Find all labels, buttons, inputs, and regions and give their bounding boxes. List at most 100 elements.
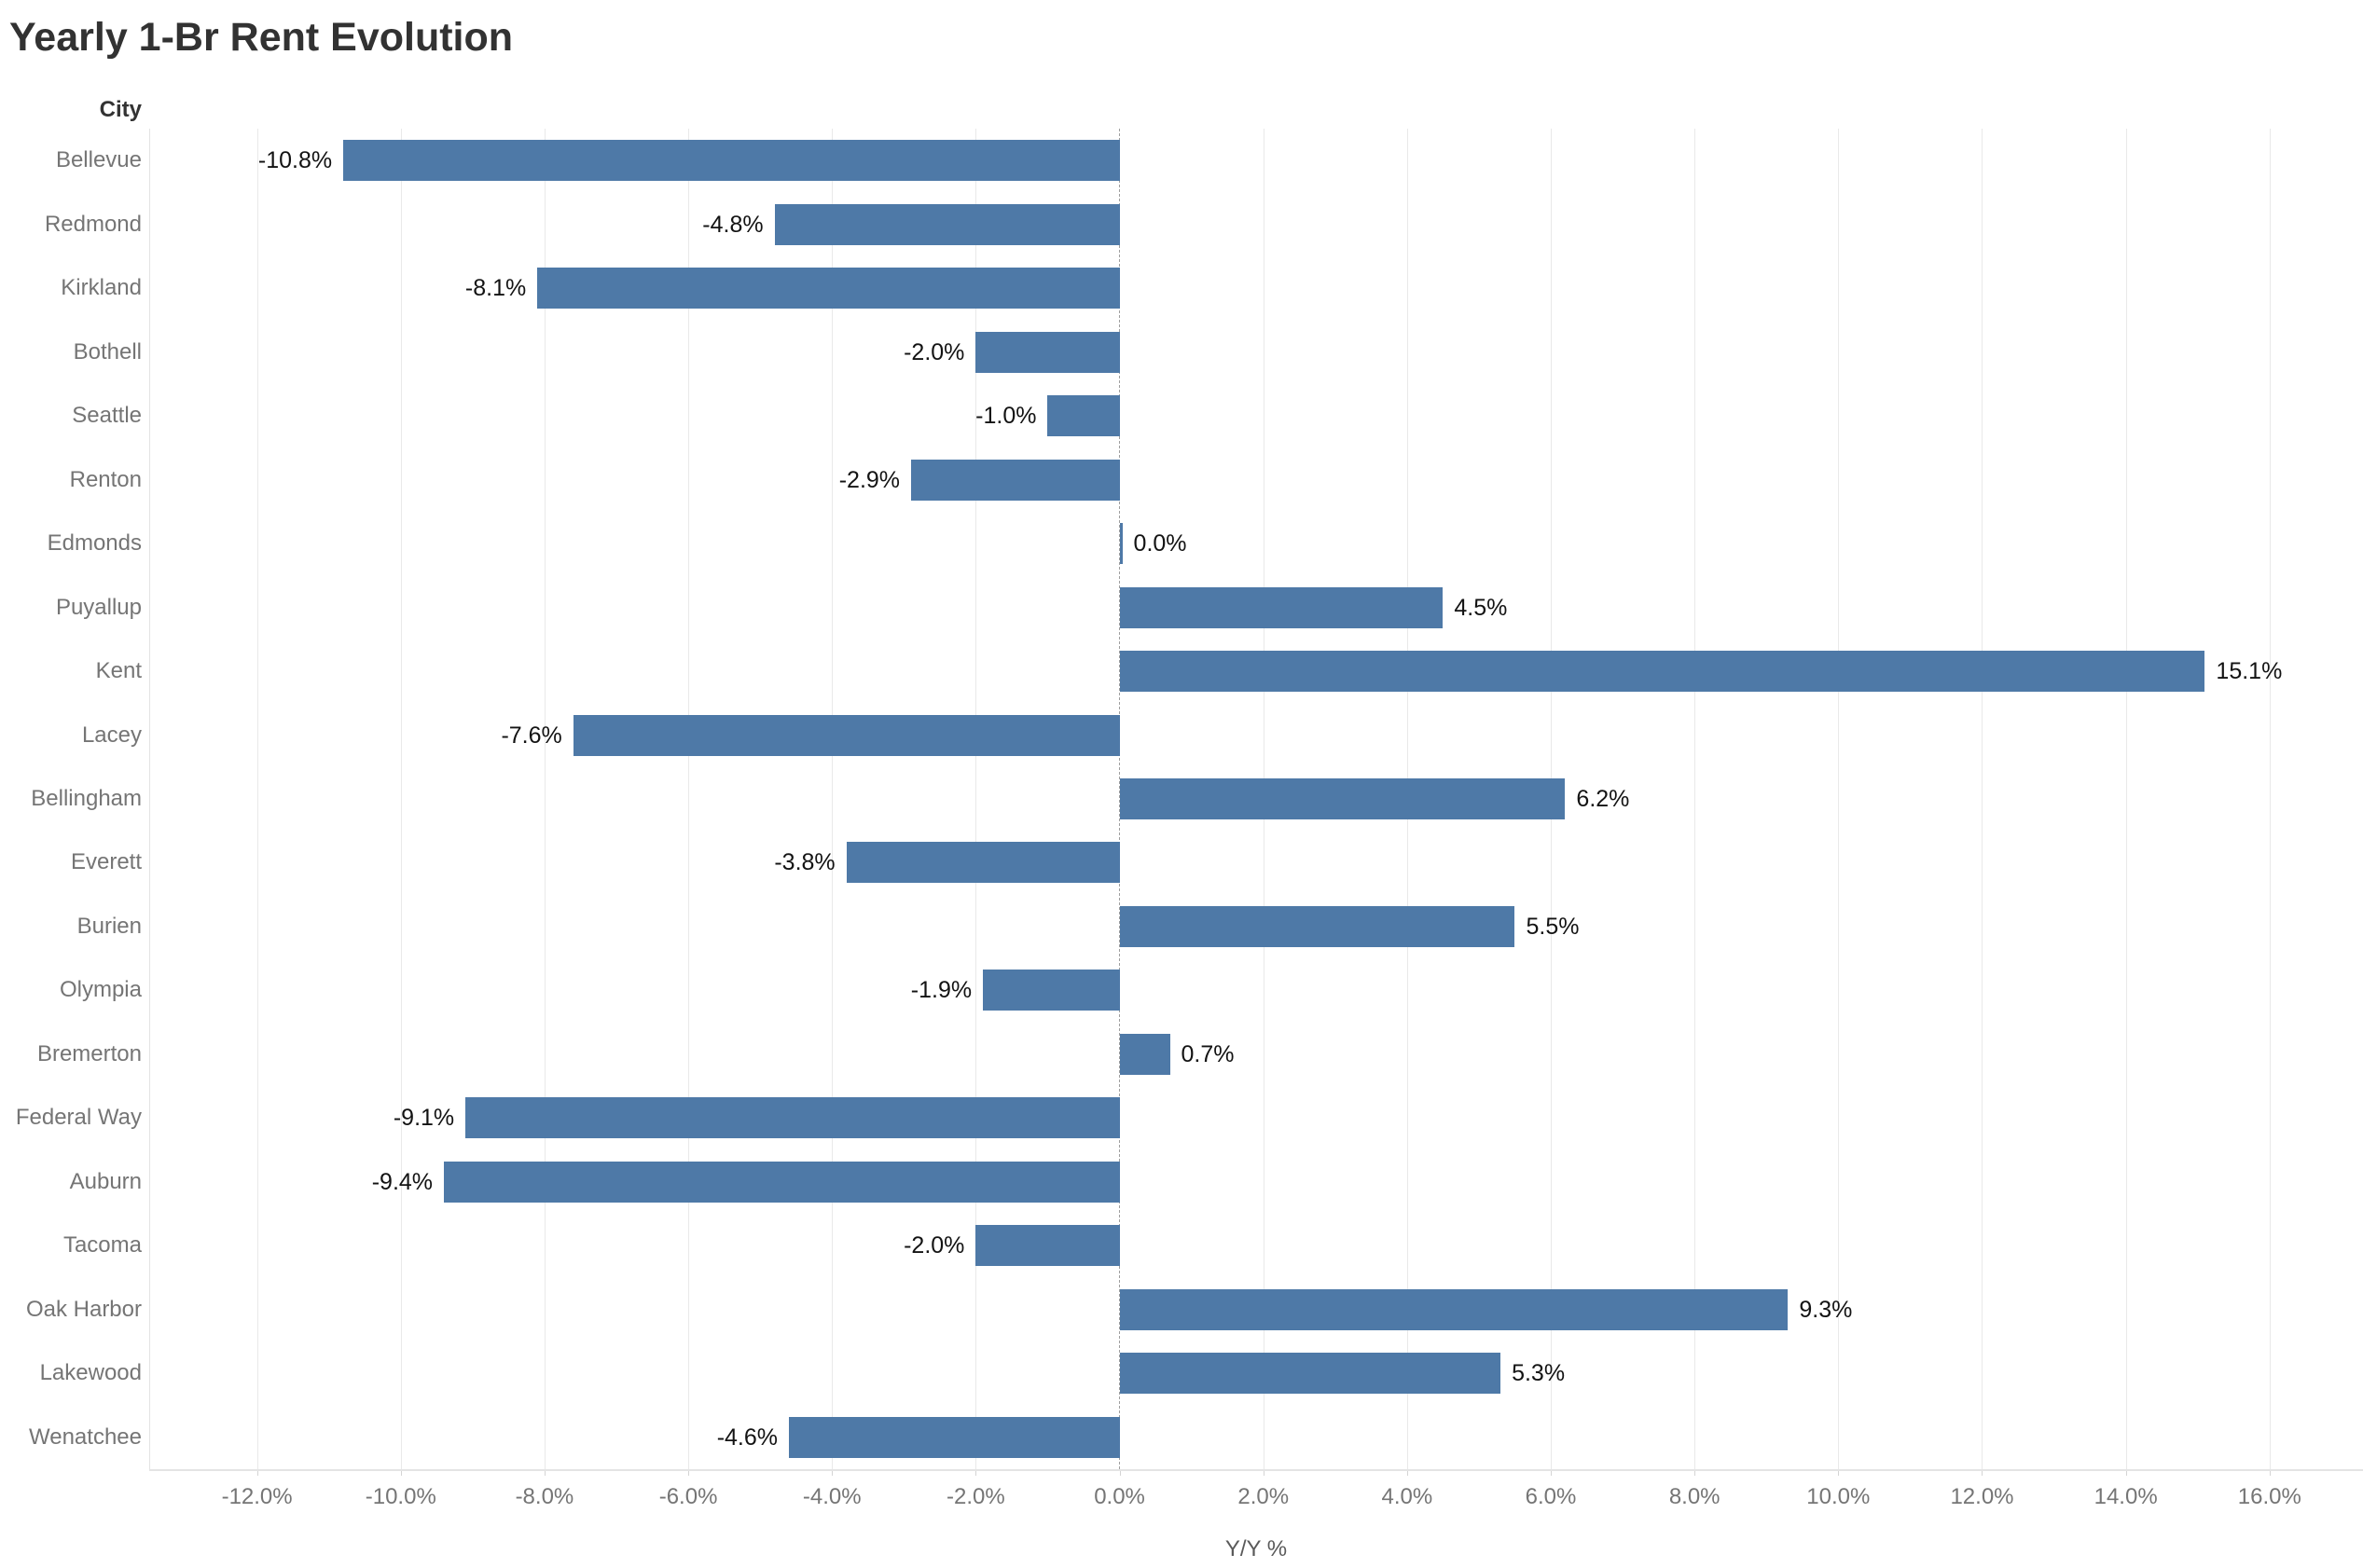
- x-tick-label: 8.0%: [1668, 1484, 1720, 1509]
- gridline: [256, 129, 258, 1469]
- x-tick-label: -10.0%: [365, 1484, 436, 1509]
- gridline: [544, 129, 546, 1469]
- bar[interactable]: [1119, 905, 1515, 947]
- city-label: Redmond: [44, 211, 142, 237]
- bar-value-label: -10.8%: [257, 147, 333, 174]
- x-axis-line: [149, 1469, 2363, 1471]
- bar[interactable]: [1047, 395, 1120, 437]
- bar-value-label: 5.5%: [1526, 913, 1580, 940]
- bar-value-label: -7.6%: [501, 722, 562, 749]
- gridline: [688, 129, 690, 1469]
- city-label: Auburn: [69, 1168, 142, 1194]
- plot-left-border: [149, 129, 150, 1469]
- x-tick-label: 4.0%: [1381, 1484, 1433, 1509]
- bar[interactable]: [975, 1225, 1120, 1267]
- city-label: Wenatchee: [29, 1424, 142, 1450]
- bar-value-label: -2.0%: [904, 1232, 965, 1259]
- bar[interactable]: [975, 331, 1120, 373]
- bar[interactable]: [911, 459, 1120, 501]
- gridline: [2269, 129, 2271, 1469]
- bar-value-label: 6.2%: [1576, 786, 1630, 812]
- x-tick-mark: [256, 1469, 258, 1476]
- chart-title: Yearly 1-Br Rent Evolution: [9, 15, 514, 60]
- city-label: Oak Harbor: [25, 1296, 142, 1322]
- x-tick-label: 6.0%: [1525, 1484, 1577, 1509]
- bar[interactable]: [1119, 1288, 1789, 1330]
- city-label: Olympia: [59, 977, 142, 1003]
- bar[interactable]: [983, 970, 1120, 1011]
- bar-value-label: 0.0%: [1133, 530, 1187, 557]
- city-label: Federal Way: [15, 1105, 142, 1131]
- x-tick-label: -2.0%: [947, 1484, 1005, 1509]
- x-tick-label: 14.0%: [2094, 1484, 2158, 1509]
- x-tick-mark: [544, 1469, 546, 1476]
- bar-value-label: -1.9%: [910, 977, 973, 1004]
- gridline: [1838, 129, 1840, 1469]
- bar[interactable]: [573, 714, 1120, 756]
- bar[interactable]: [1119, 1353, 1501, 1395]
- city-label: Edmonds: [47, 530, 142, 557]
- bar-value-label: -4.8%: [702, 211, 764, 238]
- city-label: Bothell: [73, 338, 142, 364]
- city-label: Burien: [76, 913, 142, 939]
- bar[interactable]: [465, 1097, 1120, 1139]
- x-tick-mark: [400, 1469, 402, 1476]
- bar[interactable]: [1119, 586, 1444, 628]
- x-tick-mark: [1838, 1469, 1840, 1476]
- x-tick-mark: [1694, 1469, 1696, 1476]
- x-tick-mark: [2125, 1469, 2127, 1476]
- bar[interactable]: [537, 268, 1120, 309]
- category-axis-header: City: [99, 97, 142, 122]
- x-tick-mark: [1119, 1469, 1121, 1476]
- bar[interactable]: [846, 842, 1120, 884]
- x-tick-label: 2.0%: [1237, 1484, 1290, 1509]
- bar[interactable]: [444, 1161, 1120, 1203]
- city-label: Renton: [69, 466, 142, 492]
- bar-value-label: -3.8%: [774, 849, 836, 876]
- city-label: Bremerton: [36, 1040, 142, 1066]
- bar[interactable]: [1119, 778, 1566, 819]
- x-axis-title: Y/Y %: [1224, 1536, 1288, 1561]
- x-tick-mark: [832, 1469, 834, 1476]
- bar[interactable]: [343, 140, 1120, 182]
- city-label: Puyallup: [55, 594, 142, 620]
- x-tick-label: -6.0%: [658, 1484, 718, 1509]
- x-tick-mark: [1982, 1469, 1983, 1476]
- city-label: Lakewood: [39, 1360, 142, 1386]
- city-label: Kirkland: [61, 275, 142, 301]
- city-label: Lacey: [81, 722, 142, 748]
- bar[interactable]: [1119, 523, 1123, 565]
- gridline: [975, 129, 977, 1469]
- city-label: Everett: [70, 849, 142, 875]
- x-tick-mark: [1406, 1469, 1408, 1476]
- x-tick-label: 16.0%: [2237, 1484, 2301, 1509]
- bar-value-label: 0.7%: [1181, 1040, 1235, 1067]
- gridline: [1694, 129, 1696, 1469]
- bar[interactable]: [1119, 1033, 1170, 1075]
- gridline: [832, 129, 834, 1469]
- x-tick-mark: [2269, 1469, 2271, 1476]
- bar-value-label: -1.0%: [975, 403, 1037, 430]
- bar-value-label: 5.3%: [1512, 1360, 1566, 1387]
- bar[interactable]: [1119, 651, 2205, 693]
- bar[interactable]: [774, 203, 1120, 245]
- x-tick-label: 12.0%: [1950, 1484, 2014, 1509]
- bar[interactable]: [788, 1416, 1120, 1458]
- x-tick-label: -12.0%: [221, 1484, 293, 1509]
- bar-value-label: -2.9%: [838, 466, 901, 493]
- bar-value-label: -9.1%: [393, 1105, 455, 1132]
- x-tick-mark: [688, 1469, 690, 1476]
- bar-value-label: -4.6%: [716, 1424, 778, 1451]
- x-tick-mark: [975, 1469, 977, 1476]
- x-tick-label: -4.0%: [802, 1484, 862, 1509]
- bar-value-label: 4.5%: [1454, 594, 1508, 621]
- city-label: Seattle: [72, 403, 142, 429]
- gridline: [400, 129, 402, 1469]
- city-label: Tacoma: [62, 1232, 142, 1259]
- city-label: Kent: [95, 658, 142, 684]
- city-label: Bellingham: [31, 786, 142, 811]
- bar-value-label: -2.0%: [904, 338, 965, 365]
- gridline: [2125, 129, 2127, 1469]
- city-label: Bellevue: [55, 147, 142, 173]
